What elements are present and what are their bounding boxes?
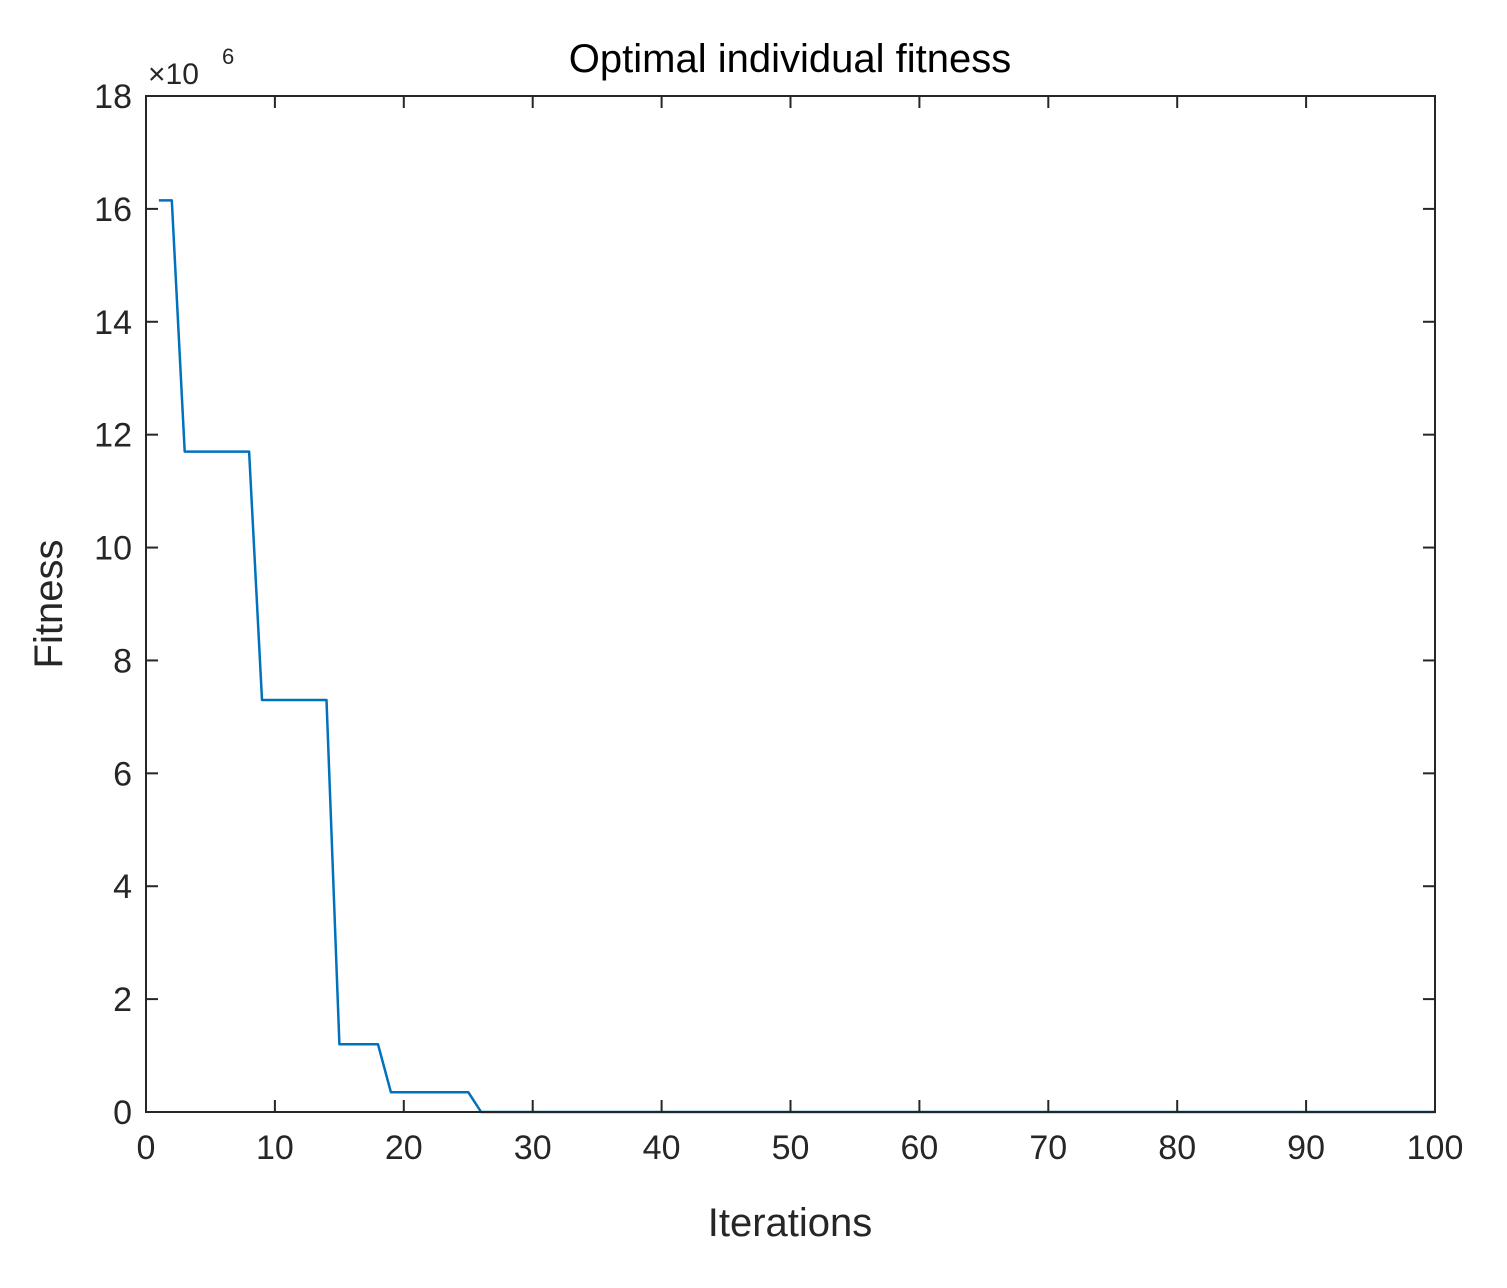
x-tick-label: 100 — [1407, 1129, 1464, 1167]
x-tick-label: 30 — [514, 1129, 552, 1167]
axes-box — [145, 95, 1436, 1113]
x-tick-label: 10 — [256, 1129, 294, 1167]
y-tick-label: 6 — [113, 755, 132, 793]
x-tick-label: 20 — [385, 1129, 423, 1167]
y-exponent-base: ×10 — [148, 58, 199, 91]
x-tick-label: 40 — [643, 1129, 681, 1167]
x-tick-label: 80 — [1158, 1129, 1196, 1167]
y-axis-title: Fitness — [27, 540, 71, 669]
x-tick-label: 60 — [900, 1129, 938, 1167]
y-tick-label: 12 — [94, 417, 132, 455]
plot-area — [146, 96, 1435, 1112]
y-tick-label: 4 — [113, 868, 132, 906]
y-tick-label: 14 — [94, 304, 132, 342]
y-tick-label: 16 — [94, 191, 132, 229]
chart-title: Optimal individual fitness — [569, 37, 1011, 81]
x-tick-label: 70 — [1029, 1129, 1067, 1167]
y-exponent-power: 6 — [222, 44, 234, 69]
x-tick-label: 0 — [137, 1129, 156, 1167]
ticks-layer: 0 10 20 30 40 50 60 70 80 90 100 0 2 4 6 8 10 12 14 16 18 — [94, 78, 1463, 1167]
y-tick-label: 18 — [94, 78, 132, 116]
x-tick-label: 50 — [772, 1129, 810, 1167]
x-tick-label: 90 — [1287, 1129, 1325, 1167]
y-tick-label: 2 — [113, 981, 132, 1019]
y-tick-label: 0 — [113, 1094, 132, 1132]
y-tick-label: 8 — [113, 642, 132, 680]
x-axis-title: Iterations — [708, 1201, 873, 1245]
y-tick-label: 10 — [94, 530, 132, 568]
